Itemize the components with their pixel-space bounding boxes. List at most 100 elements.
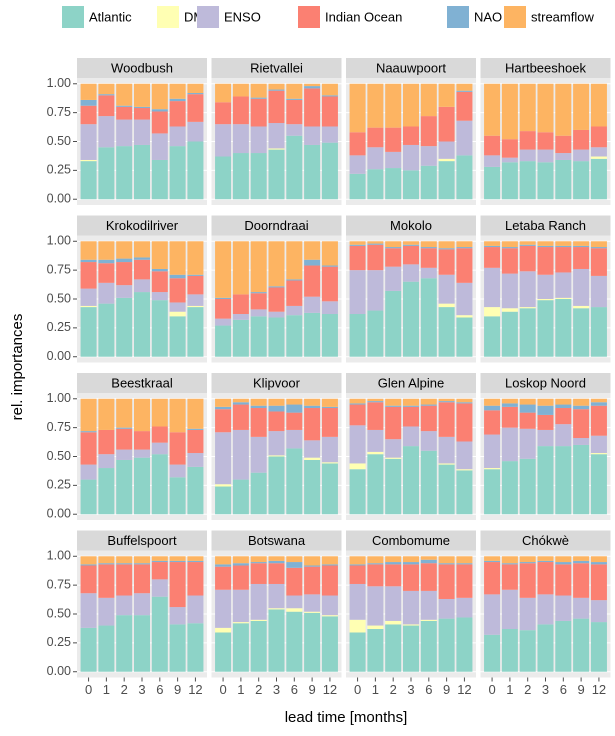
bar-segment — [402, 83, 420, 127]
strip — [77, 373, 207, 393]
bar-segment — [501, 162, 518, 200]
bar-segment — [232, 622, 249, 624]
bar-segment — [555, 83, 572, 136]
bar-segment — [367, 629, 384, 672]
bar-segment — [456, 469, 473, 471]
bar-segment — [349, 83, 366, 133]
bar-segment — [232, 319, 249, 357]
bar-segment — [519, 308, 536, 357]
bar-segment — [304, 612, 321, 672]
bar-segment — [456, 617, 473, 672]
bar-segment — [151, 133, 168, 160]
bar-segment — [215, 556, 232, 565]
bar-segment — [519, 244, 536, 246]
bar-segment — [349, 314, 366, 357]
strip — [480, 530, 611, 551]
bar-segment — [321, 463, 338, 515]
bar-segment — [402, 245, 420, 265]
bar-segment — [286, 429, 303, 449]
bar-segment — [116, 285, 133, 298]
bar-segment — [116, 258, 133, 263]
bar-segment — [519, 271, 536, 308]
facet-title: Botswana — [248, 533, 306, 548]
bar-segment — [349, 241, 366, 245]
bar-segment — [519, 245, 536, 272]
bar-segment — [519, 131, 536, 150]
bar-segment — [438, 249, 455, 275]
strip — [480, 373, 611, 393]
bar-segment — [367, 127, 384, 148]
bar-segment — [385, 248, 402, 267]
legend-label: streamflow — [531, 9, 594, 24]
x-tick-label: 9 — [174, 682, 181, 697]
bar-segment — [268, 583, 285, 609]
bar-segment — [349, 425, 366, 464]
facet-title: Buffelspoort — [107, 533, 177, 548]
bar-segment — [304, 565, 321, 567]
bar-segment — [286, 398, 303, 405]
bar-segment — [385, 562, 402, 565]
bar-segment — [169, 398, 186, 433]
bar-segment — [385, 83, 402, 128]
bar-segment — [402, 556, 420, 563]
y-tick-label: 0.75 — [47, 262, 71, 276]
bar-segment — [519, 597, 536, 631]
bar-segment — [215, 83, 232, 103]
bar-segment — [321, 398, 338, 407]
bar-segment — [385, 247, 402, 249]
bar-segment — [573, 241, 590, 246]
bar-segment — [420, 398, 437, 405]
bar-segment — [590, 562, 607, 565]
facet-title: Beestkraal — [111, 375, 173, 390]
bar-segment — [537, 556, 554, 561]
bar-segment — [484, 469, 501, 515]
bar-segment — [519, 404, 536, 413]
bar-segment — [286, 567, 303, 596]
x-axis-label: lead time [months] — [285, 709, 408, 726]
bar-segment — [573, 149, 590, 162]
bar-segment — [438, 401, 455, 403]
bar-segment — [456, 155, 473, 200]
bar-segment — [187, 466, 204, 515]
bar-segment — [349, 244, 366, 246]
bar-segment — [232, 314, 249, 320]
bar-segment — [187, 556, 204, 561]
bar-segment — [555, 620, 572, 672]
bar-segment — [456, 83, 473, 91]
bar-segment — [519, 412, 536, 429]
bar-segment — [438, 618, 455, 672]
bar-segment — [519, 149, 536, 162]
x-tick-label: 1 — [103, 682, 110, 697]
bar-segment — [573, 305, 590, 309]
bar-segment — [80, 398, 97, 432]
strip — [346, 215, 476, 236]
bar-segment — [215, 627, 232, 633]
bar-segment — [402, 241, 420, 245]
bar-segment — [484, 247, 501, 268]
y-tick-label: 0.75 — [47, 105, 71, 119]
facet-title: Glen Alpine — [378, 375, 445, 390]
bar-segment — [321, 266, 338, 302]
bar-segment — [438, 106, 455, 142]
bar-segment — [537, 83, 554, 133]
bar-segment — [385, 624, 402, 672]
bar-segment — [169, 556, 186, 561]
bar-segment — [80, 259, 97, 263]
bar-segment — [402, 244, 420, 246]
x-tick-label: 3 — [273, 682, 280, 697]
bar-segment — [537, 446, 554, 515]
bar-segment — [456, 597, 473, 618]
bar-segment — [116, 262, 133, 286]
bar-segment — [402, 398, 420, 406]
bar-segment — [133, 457, 151, 515]
bar-segment — [519, 161, 536, 200]
bar-segment — [501, 247, 518, 249]
bar-segment — [151, 268, 168, 272]
x-tick-label: 0 — [85, 682, 92, 697]
bar-segment — [304, 457, 321, 460]
bar-segment — [304, 259, 321, 266]
bar-segment — [116, 615, 133, 672]
bar-segment — [232, 83, 249, 97]
bar-segment — [420, 278, 437, 357]
facet-title: Rietvallei — [250, 60, 303, 75]
